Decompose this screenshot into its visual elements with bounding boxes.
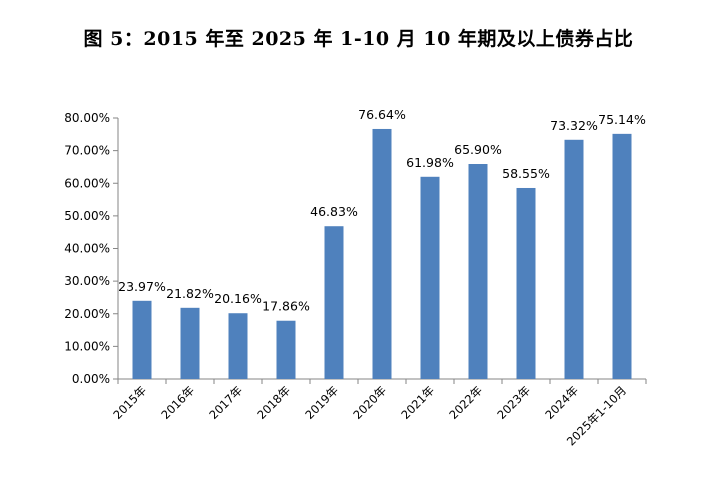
data-labels: 23.97% 21.82% 20.16%17.86% 46.83% 76.64% 61.9… (118, 107, 646, 314)
y-tick-label: 70.00% (64, 144, 110, 158)
bar (564, 139, 584, 379)
y-axis: 0.00% 10.00% 20.00% 30.00% 40.00% 50.00% 60.00… (64, 111, 119, 386)
y-tick-label: 40.00% (64, 242, 110, 256)
data-label: 58.55% (502, 166, 550, 181)
data-label: 76.64% (358, 107, 406, 122)
x-tick-label: 2023年 (494, 383, 533, 422)
y-tick-label: 30.00% (64, 274, 110, 288)
data-label: 20.16% (214, 291, 262, 306)
data-label: 61.98% (406, 155, 454, 170)
x-tick-label: 2015年 (110, 383, 149, 422)
x-tick-label: 2018年 (254, 383, 293, 422)
bar (132, 300, 152, 379)
x-tick-label: 2017年 (206, 383, 245, 422)
bars (132, 128, 632, 379)
data-label: 75.14% (598, 112, 646, 127)
bar (228, 313, 248, 379)
data-label: 21.82% (166, 286, 214, 301)
y-tick-label: 0.00% (72, 372, 110, 386)
data-label: 17.86% (262, 299, 310, 314)
bar (180, 307, 200, 379)
x-tick-label: 2019年 (302, 383, 341, 422)
bar (516, 187, 536, 379)
data-label: 23.97% (118, 279, 166, 294)
data-label: 65.90% (454, 142, 502, 157)
x-tick-label: 2021年 (398, 383, 437, 422)
bar (372, 128, 392, 379)
x-tick-label: 2024年 (542, 383, 581, 422)
x-tick-label: 2016年 (158, 383, 197, 422)
x-axis: 2015年 2016年 2017年 2018年 2019年 2020年 2021年 2022年… (110, 378, 647, 449)
bar (420, 176, 440, 379)
chart-title: 图 5：2015 年至 2025 年 1-10 月 10 年期及以上债券占比 (83, 28, 634, 50)
bar (324, 226, 344, 379)
y-tick-label: 10.00% (64, 339, 110, 353)
x-tick-label: 2022年 (446, 383, 485, 422)
x-tick-label: 2020年 (350, 383, 389, 422)
y-tick-label: 60.00% (64, 176, 110, 190)
data-label: 73.32% (550, 118, 598, 133)
y-tick-label: 80.00% (64, 111, 110, 125)
y-tick-label: 20.00% (64, 307, 110, 321)
bar (612, 133, 632, 379)
bar (468, 164, 488, 379)
y-tick-label: 50.00% (64, 209, 110, 223)
bar (276, 320, 296, 379)
data-label: 46.83% (310, 204, 358, 219)
